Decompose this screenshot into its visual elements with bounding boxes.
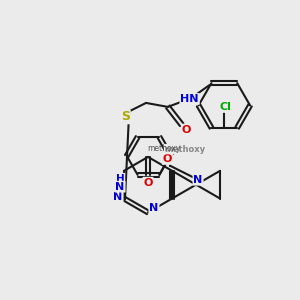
Text: N: N xyxy=(194,175,203,185)
Text: S: S xyxy=(121,110,130,123)
Text: N: N xyxy=(149,203,159,214)
Text: O: O xyxy=(182,125,191,135)
Text: Cl: Cl xyxy=(219,102,231,112)
Text: methoxy: methoxy xyxy=(148,144,181,153)
Text: N: N xyxy=(116,182,125,192)
Text: HN: HN xyxy=(180,94,199,104)
Text: methoxy: methoxy xyxy=(165,145,206,154)
Text: H: H xyxy=(116,174,124,184)
Text: O: O xyxy=(143,178,153,188)
Text: N: N xyxy=(113,192,123,202)
Text: O: O xyxy=(163,154,172,164)
